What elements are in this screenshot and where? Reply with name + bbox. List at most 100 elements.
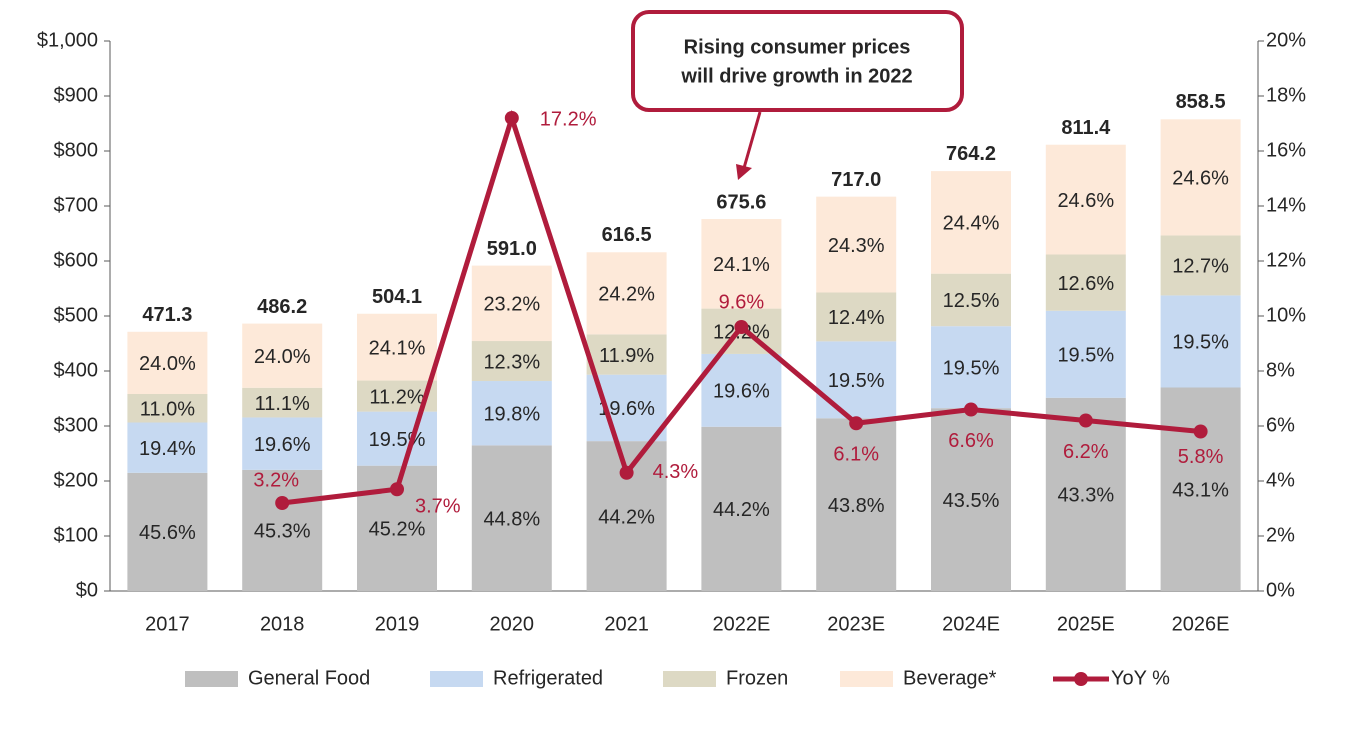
segment-label: 44.2% xyxy=(713,499,770,521)
yoy-label: 5.8% xyxy=(1178,446,1224,468)
total-label: 764.2 xyxy=(946,143,996,165)
segment-label: 24.0% xyxy=(254,346,311,368)
x-tick-label: 2022E xyxy=(712,613,770,635)
segment-label: 12.3% xyxy=(483,351,540,373)
bar-segment xyxy=(931,171,1011,274)
bar-segment xyxy=(931,408,1011,591)
yoy-marker xyxy=(734,320,749,334)
yoy-label: 4.3% xyxy=(653,461,699,483)
bar-segment xyxy=(1160,119,1241,236)
bar-segment xyxy=(242,469,323,591)
y2-tick-label: 18% xyxy=(1266,84,1306,106)
bar-segment xyxy=(701,353,782,427)
yoy-marker xyxy=(275,496,290,510)
bar-segment xyxy=(127,472,208,591)
legend-swatch xyxy=(185,671,238,687)
bar-segment xyxy=(242,323,323,388)
annotation-box xyxy=(631,10,964,112)
yoy-marker xyxy=(390,482,404,497)
segment-label: 24.1% xyxy=(713,254,770,276)
y2-tick-label: 4% xyxy=(1266,469,1295,491)
legend-swatch xyxy=(840,671,893,687)
y-tick-label: $100 xyxy=(54,524,99,546)
x-tick-label: 2021 xyxy=(604,613,649,635)
total-label: 811.4 xyxy=(1061,117,1111,139)
legend-swatch xyxy=(663,671,716,687)
segment-label: 44.2% xyxy=(598,506,655,528)
segment-label: 19.5% xyxy=(1172,332,1229,354)
segment-label: 24.1% xyxy=(369,337,426,359)
segment-label: 11.0% xyxy=(140,399,195,421)
y-tick-label: $600 xyxy=(54,249,99,271)
annotation: Rising consumer prices xyxy=(684,36,911,58)
y-tick-label: $900 xyxy=(54,84,99,106)
segment-label: 24.6% xyxy=(1057,190,1114,212)
segment-label: 43.3% xyxy=(1057,485,1114,507)
segment-label: 11.9% xyxy=(599,345,654,367)
total-label: 616.5 xyxy=(602,224,652,246)
legend-label: YoY % xyxy=(1111,667,1170,689)
x-tick-label: 2018 xyxy=(260,613,305,635)
total-label: 486.2 xyxy=(257,296,307,318)
legend-label: Frozen xyxy=(726,667,788,689)
bar-segment xyxy=(816,196,897,293)
bar-segment xyxy=(471,445,552,591)
segment-label: 23.2% xyxy=(483,294,540,316)
x-tick-label: 2023E xyxy=(827,613,885,635)
bar-segment xyxy=(816,292,897,342)
segment-label: 19.6% xyxy=(598,398,655,420)
x-tick-label: 2017 xyxy=(145,613,190,635)
segment-label: 24.0% xyxy=(139,353,196,375)
x-tick-label: 2026E xyxy=(1172,613,1230,635)
bar-segment xyxy=(357,411,437,466)
x-tick-label: 2020 xyxy=(490,613,535,635)
y2-tick-label: 2% xyxy=(1266,524,1295,546)
y-tick-label: $400 xyxy=(54,359,99,381)
total-label: 675.6 xyxy=(716,192,766,214)
y-tick-label: $1,000 xyxy=(37,29,98,51)
segment-label: 19.5% xyxy=(943,357,1000,379)
bar-segment xyxy=(471,341,552,382)
bar-segment xyxy=(701,426,782,591)
x-tick-label: 2019 xyxy=(375,613,420,635)
bar-segment xyxy=(931,326,1011,409)
segment-label: 24.6% xyxy=(1172,168,1229,190)
yoy-label: 3.7% xyxy=(415,496,461,518)
bar-segment xyxy=(816,418,897,591)
y-tick-label: $0 xyxy=(76,579,98,601)
segment-label: 12.5% xyxy=(943,290,1000,312)
bar-segment xyxy=(127,393,208,423)
bar-segment xyxy=(242,387,323,418)
y2-tick-label: 20% xyxy=(1266,29,1306,51)
bar-segment xyxy=(127,331,208,394)
legend-swatch xyxy=(430,671,483,687)
bar-segment xyxy=(471,381,552,446)
segment-label: 44.8% xyxy=(483,508,540,530)
y2-tick-label: 8% xyxy=(1266,359,1295,381)
bar-segment xyxy=(1160,295,1241,388)
yoy-label: 6.6% xyxy=(948,430,994,452)
segment-label: 19.6% xyxy=(254,434,311,456)
segment-label: 43.8% xyxy=(828,495,885,517)
yoy-label: 6.1% xyxy=(833,444,879,466)
segment-label: 19.8% xyxy=(483,403,540,425)
y-tick-label: $700 xyxy=(54,194,99,216)
bar-segment xyxy=(1160,235,1241,296)
bar-segment xyxy=(1045,397,1126,591)
x-tick-label: 2025E xyxy=(1057,613,1115,635)
yoy-marker xyxy=(619,465,634,480)
segment-label: 45.3% xyxy=(254,521,311,543)
segment-label: 19.6% xyxy=(713,381,770,403)
total-label: 858.5 xyxy=(1176,91,1226,113)
yoy-marker xyxy=(1193,424,1208,439)
y2-tick-label: 14% xyxy=(1266,194,1306,216)
y-tick-label: $800 xyxy=(54,139,99,161)
legend-label: Beverage* xyxy=(903,667,997,689)
bar-segment xyxy=(1045,144,1126,255)
y-tick-label: $500 xyxy=(54,304,99,326)
bar-segment xyxy=(816,341,897,419)
segment-label: 12.4% xyxy=(828,307,885,329)
segment-label: 45.2% xyxy=(369,519,426,541)
legend-marker xyxy=(1074,672,1088,686)
